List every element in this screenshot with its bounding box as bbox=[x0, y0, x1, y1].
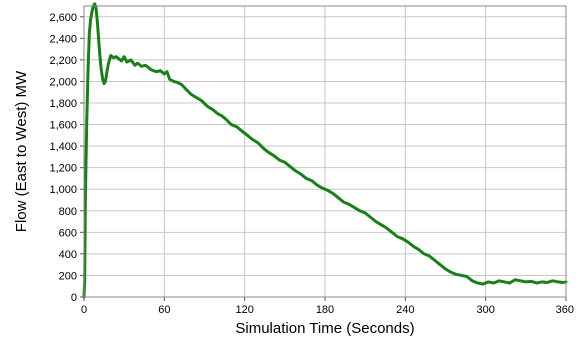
y-tick-label: 2,600 bbox=[49, 12, 77, 24]
x-tick-label: 360 bbox=[556, 304, 574, 316]
axis-ticks: 02004006008001,0001,2001,4001,6001,8002,… bbox=[49, 12, 574, 316]
y-tick-label: 200 bbox=[59, 270, 77, 282]
y-tick-label: 600 bbox=[59, 227, 77, 239]
y-axis-title: Flow (East to West) MW bbox=[13, 70, 30, 232]
y-tick-label: 1,200 bbox=[49, 163, 77, 175]
x-tick-label: 60 bbox=[158, 304, 170, 316]
y-tick-label: 2,400 bbox=[49, 33, 77, 45]
y-tick-label: 0 bbox=[71, 292, 77, 304]
y-tick-label: 1,600 bbox=[49, 120, 77, 132]
series-layer bbox=[82, 2, 568, 299]
x-tick-label: 120 bbox=[235, 304, 253, 316]
x-tick-label: 300 bbox=[476, 304, 494, 316]
x-tick-label: 0 bbox=[81, 304, 87, 316]
x-tick-label: 180 bbox=[316, 304, 334, 316]
x-axis-title: Simulation Time (Seconds) bbox=[235, 320, 414, 337]
grid bbox=[83, 6, 567, 298]
y-tick-label: 1,000 bbox=[49, 184, 77, 196]
y-tick-label: 2,000 bbox=[49, 76, 77, 88]
x-tick-label: 240 bbox=[396, 304, 414, 316]
plot-frame bbox=[83, 5, 567, 298]
y-tick-label: 2,200 bbox=[49, 55, 77, 67]
series-line-0 bbox=[82, 2, 568, 299]
y-tick-label: 400 bbox=[59, 249, 77, 261]
y-tick-label: 800 bbox=[59, 206, 77, 218]
y-tick-label: 1,800 bbox=[49, 98, 77, 110]
y-tick-label: 1,400 bbox=[49, 141, 77, 153]
